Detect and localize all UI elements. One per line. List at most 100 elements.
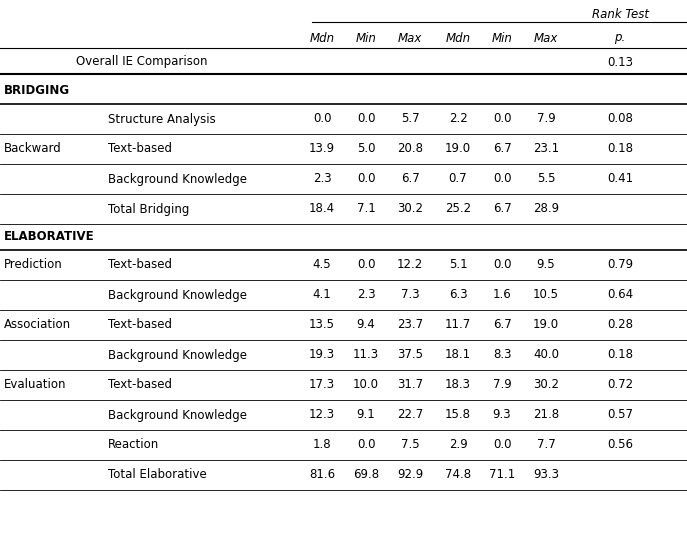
Text: p.: p. xyxy=(614,31,626,45)
Text: 31.7: 31.7 xyxy=(397,378,423,392)
Text: Min: Min xyxy=(492,31,513,45)
Text: 0.28: 0.28 xyxy=(607,319,633,331)
Text: 0.72: 0.72 xyxy=(607,378,633,392)
Text: 0.18: 0.18 xyxy=(607,349,633,362)
Text: 11.7: 11.7 xyxy=(445,319,471,331)
Text: 7.9: 7.9 xyxy=(537,113,555,126)
Text: 7.1: 7.1 xyxy=(357,203,375,215)
Text: Mdn: Mdn xyxy=(445,31,471,45)
Text: 0.0: 0.0 xyxy=(493,172,511,185)
Text: 10.0: 10.0 xyxy=(353,378,379,392)
Text: 4.5: 4.5 xyxy=(313,258,331,272)
Text: 13.5: 13.5 xyxy=(309,319,335,331)
Text: Rank Test: Rank Test xyxy=(592,7,649,21)
Text: 0.57: 0.57 xyxy=(607,408,633,421)
Text: Max: Max xyxy=(398,31,423,45)
Text: 92.9: 92.9 xyxy=(397,469,423,482)
Text: Background Knowledge: Background Knowledge xyxy=(108,349,247,362)
Text: 93.3: 93.3 xyxy=(533,469,559,482)
Text: 13.9: 13.9 xyxy=(309,142,335,156)
Text: 2.3: 2.3 xyxy=(357,288,375,301)
Text: 10.5: 10.5 xyxy=(533,288,559,301)
Text: 0.0: 0.0 xyxy=(357,113,375,126)
Text: 17.3: 17.3 xyxy=(309,378,335,392)
Text: Text-based: Text-based xyxy=(108,142,172,156)
Text: 81.6: 81.6 xyxy=(309,469,335,482)
Text: 11.3: 11.3 xyxy=(353,349,379,362)
Text: 18.3: 18.3 xyxy=(445,378,471,392)
Text: Background Knowledge: Background Knowledge xyxy=(108,172,247,185)
Text: 2.2: 2.2 xyxy=(449,113,467,126)
Text: 18.4: 18.4 xyxy=(309,203,335,215)
Text: 0.0: 0.0 xyxy=(493,113,511,126)
Text: 30.2: 30.2 xyxy=(533,378,559,392)
Text: 0.0: 0.0 xyxy=(493,439,511,451)
Text: 7.5: 7.5 xyxy=(401,439,419,451)
Text: 5.0: 5.0 xyxy=(357,142,375,156)
Text: Evaluation: Evaluation xyxy=(4,378,67,392)
Text: Min: Min xyxy=(356,31,376,45)
Text: 7.9: 7.9 xyxy=(493,378,511,392)
Text: 0.0: 0.0 xyxy=(493,258,511,272)
Text: 0.0: 0.0 xyxy=(357,172,375,185)
Text: 9.3: 9.3 xyxy=(493,408,511,421)
Text: Backward: Backward xyxy=(4,142,62,156)
Text: 0.0: 0.0 xyxy=(313,113,331,126)
Text: 0.64: 0.64 xyxy=(607,288,633,301)
Text: 6.3: 6.3 xyxy=(449,288,467,301)
Text: 6.7: 6.7 xyxy=(493,203,511,215)
Text: 9.1: 9.1 xyxy=(357,408,375,421)
Text: 0.41: 0.41 xyxy=(607,172,633,185)
Text: Association: Association xyxy=(4,319,71,331)
Text: 5.7: 5.7 xyxy=(401,113,419,126)
Text: 19.0: 19.0 xyxy=(445,142,471,156)
Text: 8.3: 8.3 xyxy=(493,349,511,362)
Text: 6.7: 6.7 xyxy=(401,172,419,185)
Text: 21.8: 21.8 xyxy=(533,408,559,421)
Text: Background Knowledge: Background Knowledge xyxy=(108,408,247,421)
Text: ELABORATIVE: ELABORATIVE xyxy=(4,230,95,243)
Text: Reaction: Reaction xyxy=(108,439,159,451)
Text: 19.3: 19.3 xyxy=(309,349,335,362)
Text: Background Knowledge: Background Knowledge xyxy=(108,288,247,301)
Text: Text-based: Text-based xyxy=(108,319,172,331)
Text: 7.7: 7.7 xyxy=(537,439,555,451)
Text: 74.8: 74.8 xyxy=(445,469,471,482)
Text: 71.1: 71.1 xyxy=(489,469,515,482)
Text: 2.9: 2.9 xyxy=(449,439,467,451)
Text: Total Bridging: Total Bridging xyxy=(108,203,190,215)
Text: 1.8: 1.8 xyxy=(313,439,331,451)
Text: 40.0: 40.0 xyxy=(533,349,559,362)
Text: 28.9: 28.9 xyxy=(533,203,559,215)
Text: 37.5: 37.5 xyxy=(397,349,423,362)
Text: 0.0: 0.0 xyxy=(357,258,375,272)
Text: 4.1: 4.1 xyxy=(313,288,331,301)
Text: 0.0: 0.0 xyxy=(357,439,375,451)
Text: Overall IE Comparison: Overall IE Comparison xyxy=(76,55,208,69)
Text: BRIDGING: BRIDGING xyxy=(4,84,70,98)
Text: 2.3: 2.3 xyxy=(313,172,331,185)
Text: 9.4: 9.4 xyxy=(357,319,375,331)
Text: 7.3: 7.3 xyxy=(401,288,419,301)
Text: 12.3: 12.3 xyxy=(309,408,335,421)
Text: 0.79: 0.79 xyxy=(607,258,633,272)
Text: Total Elaborative: Total Elaborative xyxy=(108,469,207,482)
Text: Max: Max xyxy=(534,31,558,45)
Text: Structure Analysis: Structure Analysis xyxy=(108,113,216,126)
Text: 19.0: 19.0 xyxy=(533,319,559,331)
Text: 0.18: 0.18 xyxy=(607,142,633,156)
Text: 69.8: 69.8 xyxy=(353,469,379,482)
Text: 23.7: 23.7 xyxy=(397,319,423,331)
Text: Prediction: Prediction xyxy=(4,258,63,272)
Text: 5.5: 5.5 xyxy=(537,172,555,185)
Text: 9.5: 9.5 xyxy=(537,258,555,272)
Text: 1.6: 1.6 xyxy=(493,288,511,301)
Text: 0.08: 0.08 xyxy=(607,113,633,126)
Text: Text-based: Text-based xyxy=(108,258,172,272)
Text: 0.13: 0.13 xyxy=(607,55,633,69)
Text: 15.8: 15.8 xyxy=(445,408,471,421)
Text: 22.7: 22.7 xyxy=(397,408,423,421)
Text: 5.1: 5.1 xyxy=(449,258,467,272)
Text: 25.2: 25.2 xyxy=(445,203,471,215)
Text: 0.7: 0.7 xyxy=(449,172,467,185)
